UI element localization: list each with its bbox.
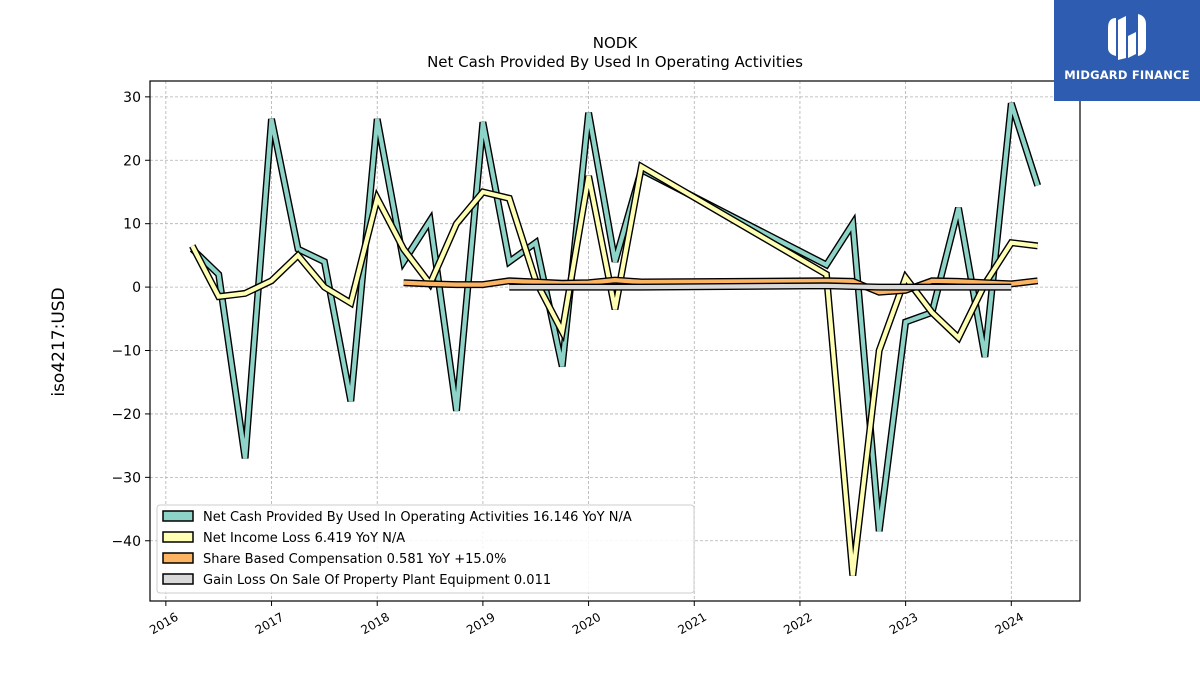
x-tick-label: 2024 [993, 610, 1026, 637]
series-line [190, 102, 1040, 532]
series-lines [189, 102, 1042, 577]
x-tick-label: 2022 [781, 610, 814, 637]
legend: Net Cash Provided By Used In Operating A… [156, 504, 695, 594]
x-tick-label: 2016 [147, 610, 180, 637]
plot-frame [149, 80, 1081, 602]
legend-swatch [162, 510, 194, 522]
y-tick-label: −30 [111, 470, 141, 486]
x-tick-label: 2021 [676, 610, 709, 637]
y-tick-label: 10 [123, 217, 141, 233]
y-tick-label: 20 [123, 153, 141, 169]
legend-label: Net Income Loss 6.419 YoY N/A [203, 531, 405, 546]
y-tick-label: −40 [111, 534, 141, 550]
legend-swatch [162, 552, 194, 564]
y-axis-label: iso4217:USD [49, 287, 69, 396]
x-tick-label: 2020 [570, 610, 603, 637]
series-line [403, 277, 1038, 295]
legend-label: Net Cash Provided By Used In Operating A… [203, 510, 632, 525]
logo-mark-icon [1108, 14, 1146, 60]
chart-title: NODK [593, 34, 639, 52]
x-tick-label: 2023 [887, 610, 920, 637]
series-2 [403, 276, 1039, 296]
x-tick-label: 2018 [358, 610, 391, 637]
series-0 [189, 102, 1042, 532]
y-tick-label: −10 [111, 344, 141, 360]
series-line [509, 283, 1012, 290]
legend-swatch [162, 573, 194, 585]
y-tick-label: 0 [132, 280, 141, 296]
legend-box [156, 504, 695, 594]
x-tick-label: 2017 [253, 610, 286, 637]
x-tick-label: 2019 [464, 610, 497, 637]
legend-label: Share Based Compensation 0.581 YoY +15.0… [203, 552, 506, 567]
legend-swatch [162, 531, 194, 543]
y-tick-label: −20 [111, 407, 141, 423]
series-line-outline [189, 102, 1042, 532]
legend-label: Gain Loss On Sale Of Property Plant Equi… [203, 573, 551, 588]
series-3 [509, 282, 1012, 291]
midgard-finance-logo: MIDGARD FINANCE [1054, 0, 1200, 101]
chart-subtitle: Net Cash Provided By Used In Operating A… [427, 53, 803, 71]
y-tick-label: 30 [123, 90, 141, 106]
logo-text: MIDGARD FINANCE [1064, 68, 1190, 82]
